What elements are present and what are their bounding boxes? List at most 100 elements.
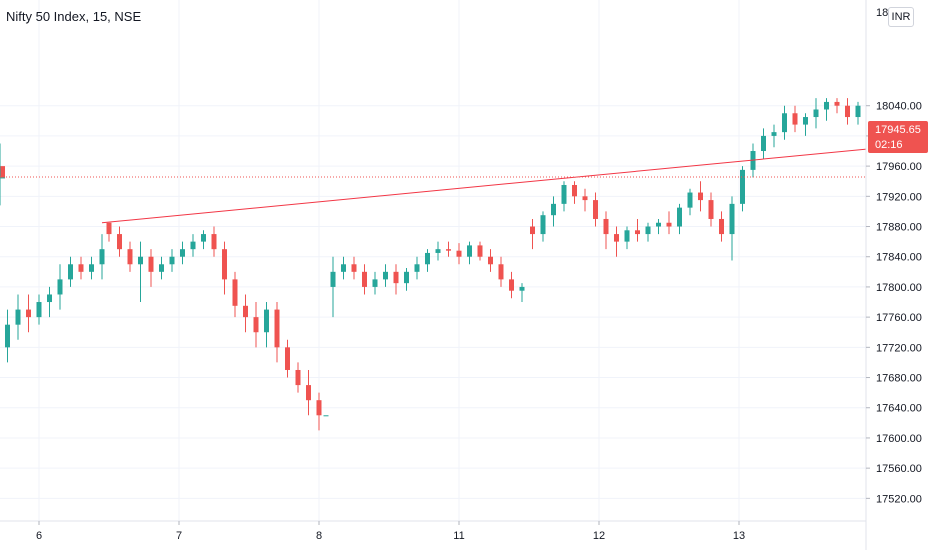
price-tick-label: 17560.00 <box>876 463 922 475</box>
time-tick-label: 6 <box>36 530 42 542</box>
price-axis[interactable]: 18040.0018000.0017960.0017920.0017880.00… <box>865 0 932 550</box>
price-tick-label: 17680.00 <box>876 373 922 385</box>
candle-body <box>540 215 546 235</box>
price-tick-label: 17520.00 <box>876 493 922 505</box>
price-tick-label: 17760.00 <box>876 312 922 324</box>
candle-body <box>341 264 346 272</box>
candle-body <box>232 279 238 306</box>
candle-body <box>316 400 322 416</box>
currency-badge[interactable]: INR <box>888 7 914 27</box>
price-tick-label: 17960.00 <box>876 161 922 173</box>
price-tick-label-partial: 18 <box>876 7 888 19</box>
symbol-title[interactable]: Nifty 50 Index, 15, NSE <box>6 9 142 24</box>
price-tick-label: 17720.00 <box>876 342 922 354</box>
candle-body <box>414 264 420 272</box>
candle-body <box>148 256 154 272</box>
candle-body <box>740 169 745 204</box>
candle-body <box>687 192 693 208</box>
candle-body <box>446 249 451 251</box>
candle-body <box>78 264 84 272</box>
last-price-value: 17945.65 <box>875 124 921 136</box>
candle-body <box>498 264 504 280</box>
candle-body <box>117 234 122 250</box>
candle-body <box>729 203 735 235</box>
price-tick-label: 17880.00 <box>876 222 922 234</box>
candle-body <box>36 302 42 318</box>
last-price-tag: 17945.65 02:16 <box>868 121 928 153</box>
price-tick-label: 17800.00 <box>876 282 922 294</box>
candle-body <box>488 256 493 265</box>
candle-body <box>834 101 840 106</box>
candle-body <box>372 279 378 287</box>
candle-body <box>425 252 430 265</box>
candle-body <box>761 135 766 152</box>
candle-body <box>719 218 724 235</box>
time-tick-label: 11 <box>453 530 464 542</box>
price-tick-label: 17840.00 <box>876 252 922 264</box>
candle-body <box>295 369 301 386</box>
candle-body <box>26 309 31 318</box>
price-tick-label: 17920.00 <box>876 191 922 203</box>
candle-body <box>68 264 73 280</box>
price-axis-bg <box>866 0 932 550</box>
candle-body <box>106 222 112 235</box>
time-tick-label: 13 <box>733 530 745 542</box>
candle-body <box>813 109 819 118</box>
time-tick-label: 12 <box>593 530 605 542</box>
candle-body <box>509 279 514 291</box>
candle-body <box>530 226 535 235</box>
candle-body <box>561 184 567 204</box>
price-tick-label: 17640.00 <box>876 403 922 415</box>
candles <box>0 98 924 431</box>
candle-body <box>393 271 399 284</box>
candle-body <box>456 250 462 257</box>
bar-countdown: 02:16 <box>875 139 903 151</box>
candle-body <box>383 271 388 280</box>
candle-body <box>99 249 105 265</box>
candle-body <box>15 309 21 325</box>
candle-body <box>582 196 588 201</box>
candle-body <box>138 256 143 265</box>
candle-body <box>404 271 409 284</box>
candle-body <box>771 132 777 136</box>
candle-body <box>169 256 175 265</box>
candle-body <box>624 230 630 242</box>
price-tick-label: 18040.00 <box>876 101 922 113</box>
candle-body <box>435 249 441 253</box>
candle-body <box>708 200 714 219</box>
candle-body <box>477 245 483 257</box>
candle-body <box>782 113 787 133</box>
candle-body <box>855 105 861 118</box>
candle-body <box>0 177 5 179</box>
candle-body <box>159 264 164 272</box>
candle-body <box>264 309 269 333</box>
price-tick-label: 17600.00 <box>876 433 922 445</box>
drawings <box>0 127 932 224</box>
candle-body <box>603 218 609 235</box>
candle-body <box>180 249 185 257</box>
candle-body <box>330 271 336 287</box>
candle-body <box>803 117 808 125</box>
candle-body <box>57 279 63 295</box>
candle-body <box>351 264 357 272</box>
candle-body <box>792 113 798 125</box>
candle-body <box>127 249 133 265</box>
trendline <box>101 142 932 224</box>
candle-body <box>645 226 651 235</box>
candle-body <box>845 105 850 118</box>
candle-body <box>5 324 10 348</box>
candle-body <box>666 222 672 227</box>
candle-body <box>222 249 227 280</box>
candle-body <box>677 207 682 227</box>
candle-body <box>698 192 703 201</box>
candle-body <box>635 230 640 235</box>
candle-body <box>614 234 619 242</box>
time-axis[interactable]: 6 7 8 11 12 13 <box>0 520 866 542</box>
candle-body <box>253 317 259 333</box>
candle-body <box>306 385 311 401</box>
candle-body <box>47 294 52 303</box>
candle-body <box>551 203 556 216</box>
candle-body <box>362 271 367 287</box>
candle-body <box>656 222 661 227</box>
